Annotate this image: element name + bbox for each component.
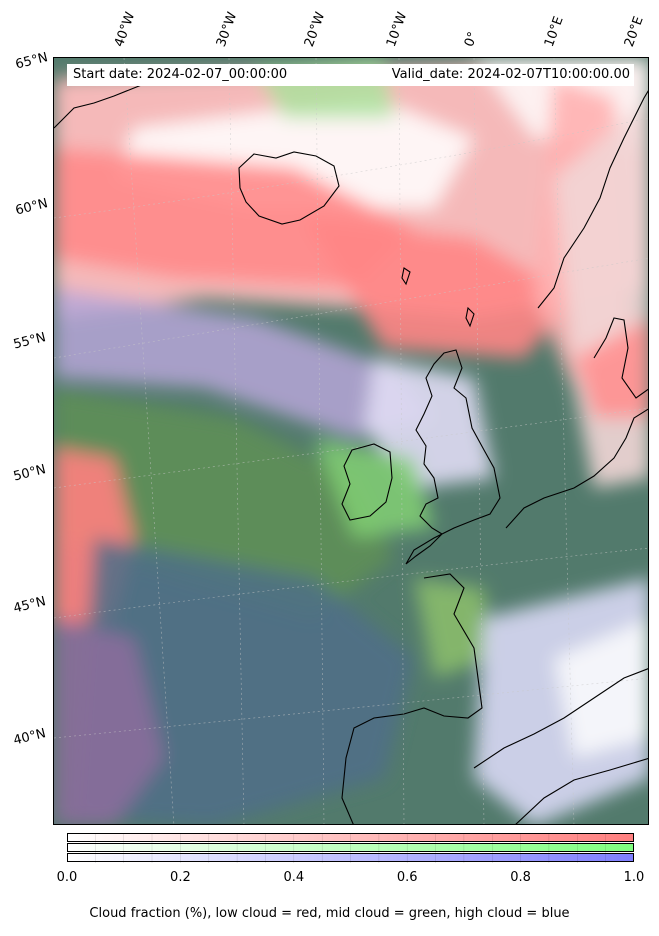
colorbar-tick-3: 0.6 bbox=[396, 870, 418, 885]
lon-label-10w: 10°W bbox=[383, 10, 411, 49]
north-africa-coast bbox=[515, 758, 648, 824]
coastlines bbox=[54, 67, 648, 824]
lat-label-50n: 50°N bbox=[12, 462, 48, 485]
europe-coast bbox=[505, 408, 648, 529]
iberia-france-coast bbox=[341, 573, 483, 824]
ireland-coast bbox=[341, 443, 393, 521]
sweden-coast bbox=[593, 317, 648, 399]
lat-label-65n: 65°N bbox=[14, 50, 50, 73]
lon-label-0: 0° bbox=[461, 29, 482, 49]
lon-label-20e: 20°E bbox=[621, 14, 647, 50]
colorbar-low-cloud bbox=[67, 833, 634, 842]
cloud-field bbox=[54, 58, 648, 824]
info-bar: Start date: 2024-02-07_00:00:00 Valid_da… bbox=[67, 64, 634, 86]
cloud-fraction-map bbox=[53, 57, 649, 825]
graticule bbox=[54, 58, 648, 824]
lat-label-45n: 45°N bbox=[12, 594, 48, 617]
lon-label-10e: 10°E bbox=[541, 14, 567, 50]
lon-label-20w: 20°W bbox=[301, 10, 329, 49]
colorbar-mid-cloud bbox=[67, 843, 634, 852]
colorbar-tick-1: 0.2 bbox=[170, 870, 191, 885]
colorbar-tick-0: 0.0 bbox=[56, 870, 78, 885]
start-date: Start date: 2024-02-07_00:00:00 bbox=[73, 67, 288, 82]
colorbar-tick-4: 0.8 bbox=[510, 870, 531, 885]
lon-label-30w: 30°W bbox=[213, 10, 241, 49]
lon-label-40w: 40°W bbox=[111, 10, 139, 49]
colorbar-tick-5: 1.0 bbox=[623, 870, 645, 885]
valid-date: Valid_date: 2024-02-07T10:00:00.00 bbox=[391, 67, 630, 82]
map-canvas bbox=[54, 58, 648, 824]
lat-label-40n: 40°N bbox=[12, 726, 48, 749]
faroe-coast bbox=[401, 267, 411, 286]
norway-coast bbox=[537, 90, 648, 309]
colorbar-high-cloud bbox=[67, 853, 634, 862]
lat-label-60n: 60°N bbox=[14, 196, 50, 219]
mediterranean-coast bbox=[473, 668, 648, 769]
colorbar-tick-2: 0.4 bbox=[283, 870, 305, 885]
lat-label-55n: 55°N bbox=[12, 330, 48, 353]
colorbar bbox=[67, 833, 634, 863]
shetland-coast bbox=[465, 306, 475, 328]
colorbar-caption: Cloud fraction (%), low cloud = red, mid… bbox=[89, 906, 570, 921]
great-britain-coast bbox=[405, 349, 501, 565]
colorbar-divisions bbox=[95, 833, 606, 863]
iceland-coast bbox=[238, 151, 340, 225]
